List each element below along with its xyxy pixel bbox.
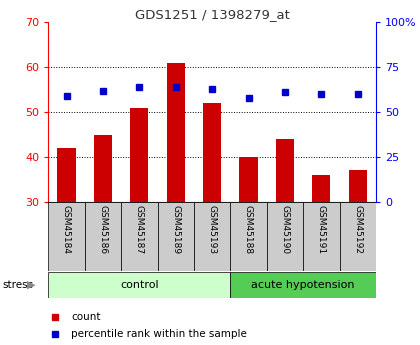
Bar — [230, 272, 376, 298]
Bar — [303, 202, 339, 271]
Bar — [203, 103, 221, 202]
Text: count: count — [71, 312, 101, 322]
Text: acute hypotension: acute hypotension — [251, 280, 355, 290]
Bar — [167, 63, 185, 202]
Bar — [85, 202, 121, 271]
Bar — [158, 202, 194, 271]
Text: GSM45192: GSM45192 — [353, 205, 362, 254]
Bar — [121, 202, 158, 271]
Text: GSM45189: GSM45189 — [171, 205, 180, 254]
Text: control: control — [120, 280, 159, 290]
Bar — [48, 202, 85, 271]
Bar — [267, 202, 303, 271]
Text: stress: stress — [2, 280, 33, 290]
Bar — [239, 157, 257, 202]
Text: GSM45187: GSM45187 — [135, 205, 144, 254]
Bar — [339, 202, 376, 271]
Bar — [58, 148, 76, 202]
Text: GSM45190: GSM45190 — [281, 205, 289, 254]
Text: percentile rank within the sample: percentile rank within the sample — [71, 329, 247, 339]
Bar — [349, 170, 367, 202]
Text: GSM45193: GSM45193 — [207, 205, 217, 254]
Bar — [194, 202, 230, 271]
Text: ▶: ▶ — [27, 280, 36, 290]
Text: GSM45191: GSM45191 — [317, 205, 326, 254]
Text: GSM45184: GSM45184 — [62, 205, 71, 254]
Title: GDS1251 / 1398279_at: GDS1251 / 1398279_at — [135, 8, 289, 21]
Bar — [312, 175, 331, 202]
Text: GSM45186: GSM45186 — [98, 205, 108, 254]
Bar — [276, 139, 294, 202]
Bar — [48, 272, 230, 298]
Bar — [94, 135, 112, 202]
Text: GSM45188: GSM45188 — [244, 205, 253, 254]
Bar — [230, 202, 267, 271]
Bar — [130, 108, 148, 202]
